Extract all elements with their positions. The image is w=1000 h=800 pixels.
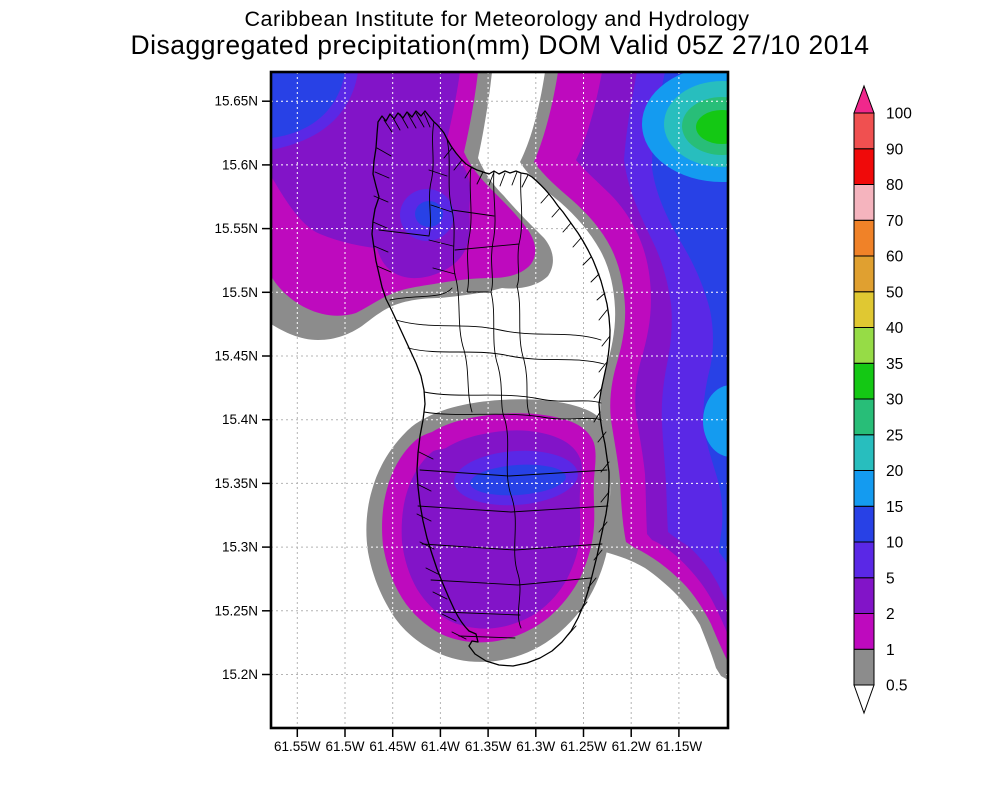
contour-nw-island-10mm [415,201,443,227]
colorbar-segment [853,434,875,471]
colorbar-segment [853,362,875,400]
contour-ne-30mm [696,110,728,144]
lat-tick-label: 15.55N [214,221,258,236]
colorbar-label: 80 [886,177,904,194]
map-frame [269,70,730,730]
lat-tick-label: 15.35N [214,476,258,491]
colorbar-segment [853,648,875,686]
lon-tick-label: 61.55W [274,739,321,754]
contour-nw-10mm-patch [271,72,345,138]
colorbar-under-arrow [853,684,875,715]
colorbar-segment [853,255,875,293]
colorbar-label: 20 [886,463,904,480]
lat-ticks [262,100,271,676]
colorbar-label: 70 [886,213,904,230]
lon-tick-labels: 61.55W 61.5W 61.45W 61.4W 61.35W 61.3W 61.25W 6… [274,739,702,754]
contour-east-15mm-spot [703,385,728,457]
lon-tick-label: 61.35W [465,739,512,754]
colorbar-label: 100 [886,106,912,123]
colorbar-label: 25 [886,427,903,444]
plot-title: Disaggregated precipitation(mm) DOM Vali… [131,30,870,60]
lon-tick-label: 61.25W [560,739,607,754]
lat-tick-label: 15.3N [222,540,258,555]
institute-title: Caribbean Institute for Meteorology and … [245,7,750,31]
colorbar-segment [853,112,875,150]
colorbar-label: 2 [886,606,895,623]
colorbar-label: 10 [886,535,904,552]
colorbar-segment [853,613,875,650]
lat-tick-label: 15.2N [222,667,258,682]
colorbar-segment [853,291,875,328]
lat-tick-label: 15.25N [214,603,258,618]
lon-tick-label: 61.3W [516,739,555,754]
colorbar-segment [853,470,875,507]
colorbar-label: 60 [886,249,904,266]
colorbar-over-arrow [853,84,875,114]
colorbar-segment [853,327,875,364]
dominica-coastline [371,110,611,667]
lon-tick-label: 61.4W [421,739,460,754]
colorbar-label: 50 [886,284,904,301]
colorbar-segment [853,541,875,579]
colorbar-segment [853,148,875,185]
lon-tick-label: 61.45W [369,739,416,754]
colorbar-segment [853,398,875,436]
colorbar-label: 1 [886,642,895,659]
colorbar-segment [853,219,875,257]
lat-tick-labels: 15.65N 15.6N 15.55N 15.5N 15.45N 15.4N 15.35N 1… [214,94,258,682]
lon-tick-label: 61.2W [612,739,651,754]
lat-tick-label: 15.5N [222,285,258,300]
colorbar-segment [853,184,875,221]
lon-tick-label: 61.5W [325,739,364,754]
watershed-boundaries [372,112,611,640]
colorbar-label: 35 [886,356,903,373]
colorbar-segment [853,577,875,614]
colorbar-label: 90 [886,141,904,158]
dominica-map-outline [371,110,611,667]
colorbar-label: 5 [886,570,895,587]
lon-tick-label: 61.15W [656,739,703,754]
contour-south-10mm [470,464,566,496]
lat-tick-label: 15.65N [214,94,258,109]
lat-tick-label: 15.6N [222,157,258,172]
colorbar-segment [853,505,875,543]
lat-tick-label: 15.45N [214,349,258,364]
colorbar-label: 30 [886,392,904,409]
colorbar-label: 15 [886,499,903,516]
lat-tick-label: 15.4N [222,412,258,427]
lon-ticks [296,728,680,737]
colorbar-label: 0.5 [886,678,908,695]
colorbar-label: 40 [886,320,904,337]
